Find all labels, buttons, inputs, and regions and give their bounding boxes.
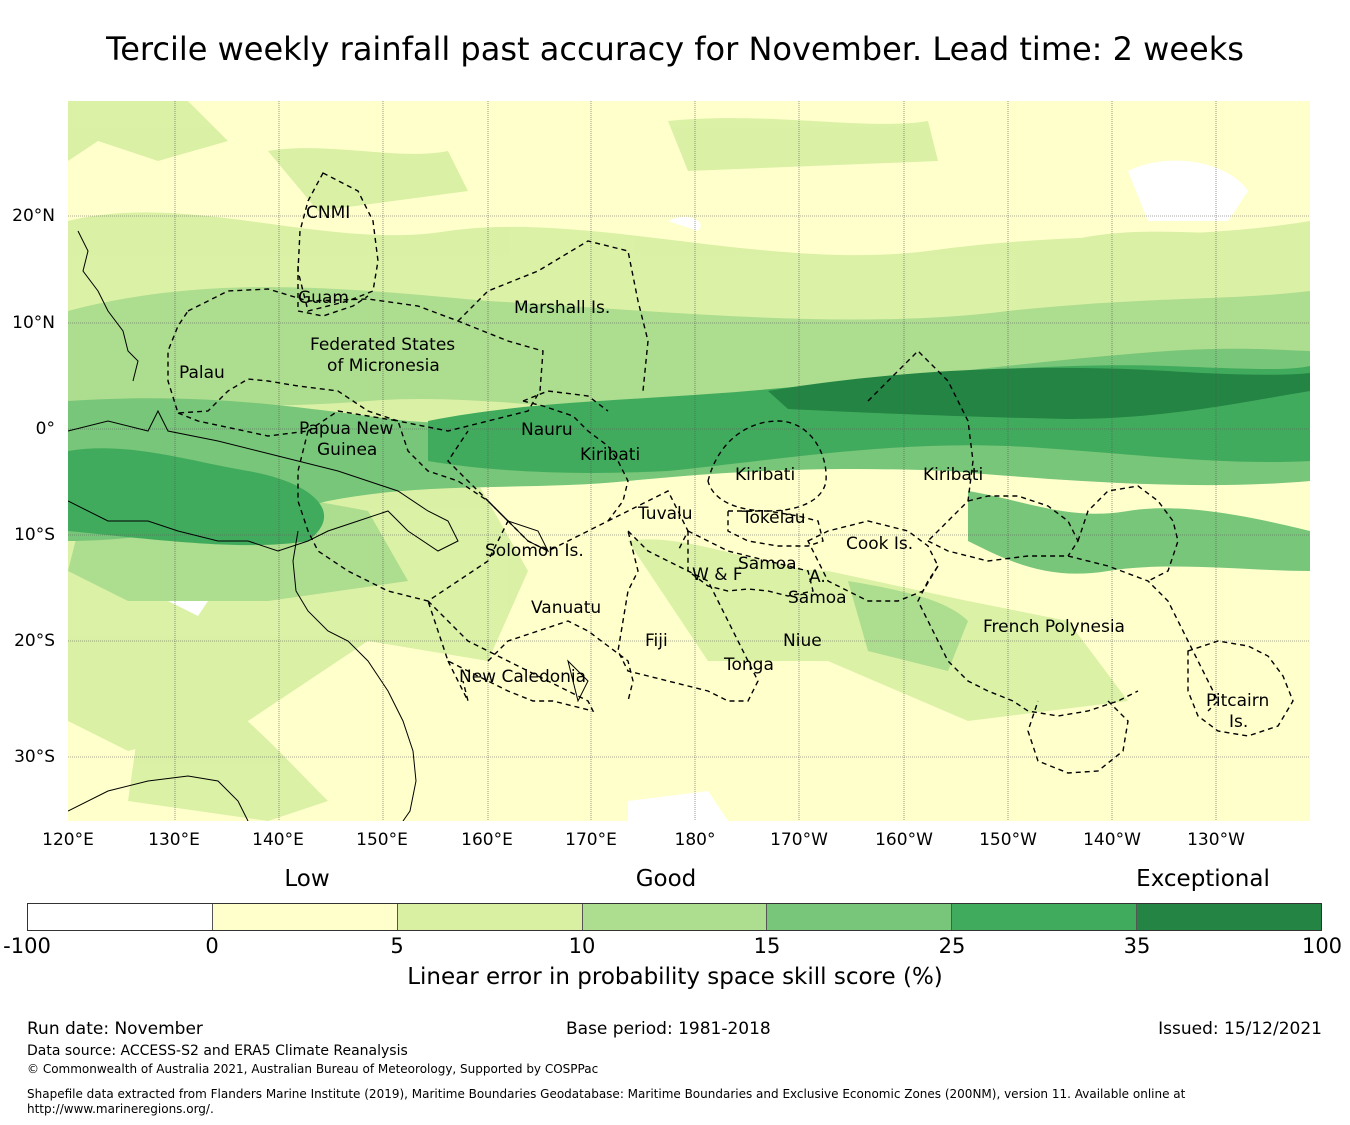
colorbar-swatch	[397, 904, 583, 930]
label-solomon: Solomon Is.	[485, 541, 584, 561]
label-kiribati-west: Kiribati	[580, 445, 641, 465]
label-fiji: Fiji	[645, 631, 668, 651]
legend-category-good: Good	[635, 866, 697, 892]
label-american-samoa-line1: A.	[809, 567, 826, 587]
legend-colorbar	[27, 903, 1322, 931]
lon-label-160w: 160°W	[875, 830, 933, 850]
page-title: Tercile weekly rainfall past accuracy fo…	[106, 30, 1244, 68]
lon-label-130e: 130°E	[148, 830, 200, 850]
lon-label-130w: 130°W	[1187, 830, 1245, 850]
label-png-line1: Papua New	[299, 419, 394, 439]
label-american-samoa-line2: Samoa	[788, 588, 847, 608]
label-niue: Niue	[783, 631, 822, 651]
label-tonga: Tonga	[724, 655, 774, 675]
label-new-caledonia: New Caledonia	[459, 667, 587, 687]
coastlines	[68, 230, 589, 821]
shapefile-credit: Shapefile data extracted from Flanders M…	[27, 1087, 1186, 1101]
lat-label-20s: 20°S	[14, 631, 55, 651]
colorbar-tick: 100	[1301, 934, 1343, 958]
lon-label-170e: 170°E	[565, 830, 617, 850]
lat-label-0: 0°	[35, 419, 55, 439]
base-period: Base period: 1981-2018	[566, 1019, 771, 1039]
run-date: Run date: November	[27, 1019, 203, 1039]
colorbar-swatch	[212, 904, 398, 930]
colorbar-tick: -100	[3, 934, 51, 958]
lat-label-30s: 30°S	[14, 747, 55, 767]
lat-label-10s: 10°S	[14, 525, 55, 545]
lon-label-150w: 150°W	[979, 830, 1037, 850]
label-fsm-line2: of Micronesia	[327, 356, 440, 376]
graticule	[68, 101, 1310, 821]
label-marshall: Marshall Is.	[514, 298, 611, 318]
label-wallis-futuna: W & F	[692, 565, 743, 585]
colorbar-tick: 5	[390, 934, 404, 958]
legend-category-exceptional: Exceptional	[1136, 866, 1270, 892]
colorbar-swatch	[28, 904, 213, 930]
skill-exceptional	[768, 367, 1310, 419]
white-patches	[168, 160, 1248, 821]
colorbar-tick: 0	[205, 934, 219, 958]
label-nauru: Nauru	[521, 420, 573, 440]
label-vanuatu: Vanuatu	[531, 598, 602, 618]
lon-label-140w: 140°W	[1083, 830, 1141, 850]
eez-boundaries	[167, 172, 1294, 774]
label-tuvalu: Tuvalu	[638, 504, 693, 524]
label-kiribati-central: Kiribati	[735, 465, 796, 485]
colorbar-tick: 35	[1123, 934, 1151, 958]
label-pitcairn-line2: Is.	[1229, 712, 1249, 732]
label-cnmi: CNMI	[306, 203, 351, 223]
lon-label-140e: 140°E	[252, 830, 304, 850]
lon-label-170w: 170°W	[770, 830, 828, 850]
label-kiribati-east: Kiribati	[923, 465, 984, 485]
colorbar-swatch	[767, 904, 953, 930]
colorbar-tick: 25	[938, 934, 966, 958]
lon-label-160e: 160°E	[461, 830, 513, 850]
label-french-polynesia: French Polynesia	[983, 617, 1125, 637]
copyright: © Commonwealth of Australia 2021, Austra…	[27, 1062, 599, 1076]
lon-label-180: 180°	[674, 830, 716, 850]
data-source: Data source: ACCESS-S2 and ERA5 Climate …	[27, 1043, 408, 1059]
label-pitcairn-line1: Pitcairn	[1206, 691, 1270, 711]
label-png-line2: Guinea	[317, 440, 378, 460]
legend-category-low: Low	[284, 866, 330, 892]
colorbar-swatch	[952, 904, 1138, 930]
colorbar-tick: 15	[753, 934, 781, 958]
colorbar-swatch	[1137, 904, 1322, 930]
label-guam: Guam	[298, 288, 349, 308]
skill-map	[68, 101, 1310, 821]
shapefile-url: http://www.marineregions.org/.	[27, 1102, 214, 1116]
lat-label-10n: 10°N	[12, 313, 55, 333]
label-cook: Cook Is.	[846, 534, 914, 554]
label-tokelau: Tokelau	[742, 508, 806, 528]
colorbar-swatch	[582, 904, 768, 930]
label-palau: Palau	[179, 363, 225, 383]
lon-label-150e: 150°E	[356, 830, 408, 850]
lon-label-120e: 120°E	[42, 830, 94, 850]
colorbar-tick: 10	[568, 934, 596, 958]
label-fsm-line1: Federated States	[310, 335, 456, 355]
lat-label-20n: 20°N	[12, 206, 55, 226]
issued-date: Issued: 15/12/2021	[1158, 1019, 1322, 1039]
colorbar-title: Linear error in probability space skill …	[407, 964, 943, 990]
label-samoa: Samoa	[738, 554, 797, 574]
